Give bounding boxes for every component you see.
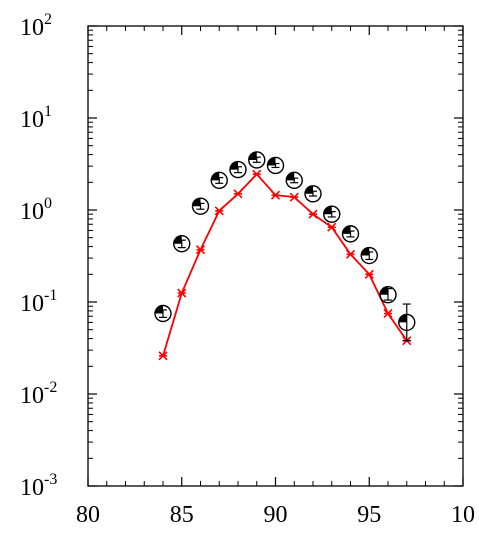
black-series-point bbox=[304, 185, 322, 203]
red-series-point bbox=[177, 288, 187, 298]
x-tick-label: 80 bbox=[76, 502, 100, 528]
tick-labels: 80 85 90 95 10 10-3 10-2 10-1 100 101 102 bbox=[20, 11, 475, 528]
red-series-point bbox=[345, 249, 356, 259]
red-series-point bbox=[289, 192, 299, 202]
red-series-point bbox=[327, 222, 337, 232]
black-series-point bbox=[285, 171, 303, 190]
red-series-point bbox=[195, 245, 206, 255]
red-series-point bbox=[233, 189, 243, 199]
black-series-point bbox=[360, 246, 378, 265]
red-series-point bbox=[270, 190, 281, 200]
y-tick-label: 100 bbox=[20, 195, 52, 225]
y-tick-label: 102 bbox=[20, 11, 52, 41]
red-series-point bbox=[214, 206, 224, 216]
y-tick-label: 10-1 bbox=[20, 287, 57, 317]
black-series-point bbox=[266, 156, 285, 175]
black-series-point bbox=[173, 235, 191, 253]
x-tick-label: 85 bbox=[170, 502, 194, 528]
black-series-point bbox=[379, 286, 397, 304]
black-series-point bbox=[248, 151, 266, 169]
red-series-point bbox=[364, 269, 374, 279]
red-series-point bbox=[383, 308, 393, 319]
black-series-point bbox=[229, 160, 247, 179]
black-series-point bbox=[341, 225, 360, 243]
black-series-point bbox=[323, 205, 341, 223]
red-series-point bbox=[252, 169, 262, 179]
red-series-point bbox=[308, 209, 318, 219]
black-series-point bbox=[210, 171, 228, 190]
axis-ticks bbox=[87, 25, 464, 487]
black-series bbox=[154, 151, 416, 342]
x-tick-label: 95 bbox=[357, 502, 381, 528]
y-tick-label: 10-2 bbox=[20, 379, 57, 409]
black-series-point bbox=[191, 197, 210, 215]
y-tick-label: 101 bbox=[20, 103, 52, 133]
y-tick-label: 10-3 bbox=[20, 471, 57, 501]
x-tick-label: 90 bbox=[264, 502, 288, 528]
plot-frame bbox=[87, 25, 464, 487]
black-series-point bbox=[154, 304, 172, 323]
red-series-point bbox=[158, 351, 168, 361]
black-series-point bbox=[398, 303, 416, 342]
x-tick-label: 10 bbox=[451, 502, 475, 528]
